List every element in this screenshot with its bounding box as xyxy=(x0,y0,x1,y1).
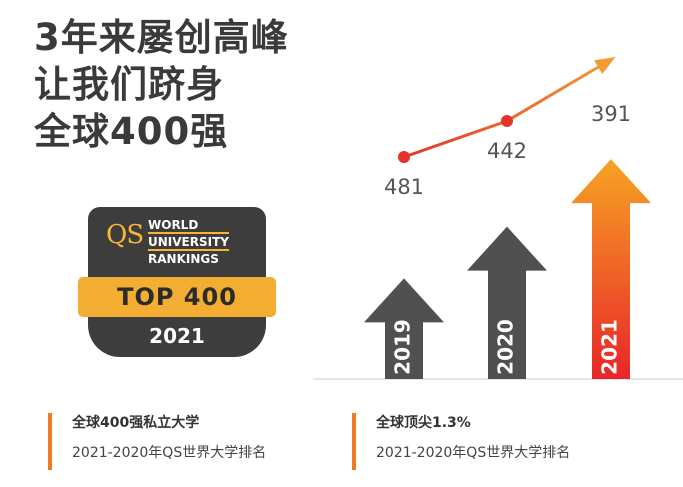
ranking-chart: 2019 2020 2021 481 442 391 xyxy=(313,56,683,380)
bar-arrow-2021 xyxy=(571,159,651,379)
headline-line-2: 让我们跻身 xyxy=(34,63,224,106)
note-title: 全球顶尖1.3% xyxy=(376,415,471,431)
bar-arrow-2020 xyxy=(467,226,547,379)
x-tick-label-2020: 2020 xyxy=(494,319,518,375)
qs-ranking-badge: QS WORLD UNIVERSITY RANKINGS TOP 400 202… xyxy=(78,207,276,357)
trend-point-2019 xyxy=(398,151,410,163)
note-accent-bar xyxy=(48,413,52,470)
note-title: 全球400强私立大学 xyxy=(72,415,200,431)
qs-line-rankings: RANKINGS xyxy=(148,252,219,266)
headline-line-1: 3年来屡创高峰 xyxy=(34,16,289,59)
x-tick-label-2021: 2021 xyxy=(598,319,622,375)
qs-logo: QS xyxy=(106,220,144,250)
note-subtitle: 2021-2020年QS世界大学排名 xyxy=(72,445,267,461)
qs-line-world: WORLD xyxy=(148,219,229,234)
badge-year: 2021 xyxy=(88,317,266,357)
note-accent-bar xyxy=(352,413,356,470)
value-label-2020: 442 xyxy=(487,139,527,163)
badge-header: QS WORLD UNIVERSITY RANKINGS xyxy=(88,207,266,279)
value-label-2021: 391 xyxy=(591,102,631,126)
bar-arrow-2019 xyxy=(364,278,444,379)
x-tick-label-2019: 2019 xyxy=(391,319,415,375)
note-subtitle: 2021-2020年QS世界大学排名 xyxy=(376,445,571,461)
headline: 3年来屡创高峰 让我们跻身 全球400强 xyxy=(34,14,289,155)
trend-arrowhead xyxy=(594,56,616,75)
qs-wordmark: WORLD UNIVERSITY RANKINGS xyxy=(148,219,229,268)
headline-line-3: 全球400强 xyxy=(34,110,229,153)
trend-point-2020 xyxy=(501,115,513,127)
value-label-2019: 481 xyxy=(384,175,424,199)
badge-ribbon: TOP 400 xyxy=(78,277,276,317)
qs-line-university: UNIVERSITY xyxy=(148,235,229,251)
